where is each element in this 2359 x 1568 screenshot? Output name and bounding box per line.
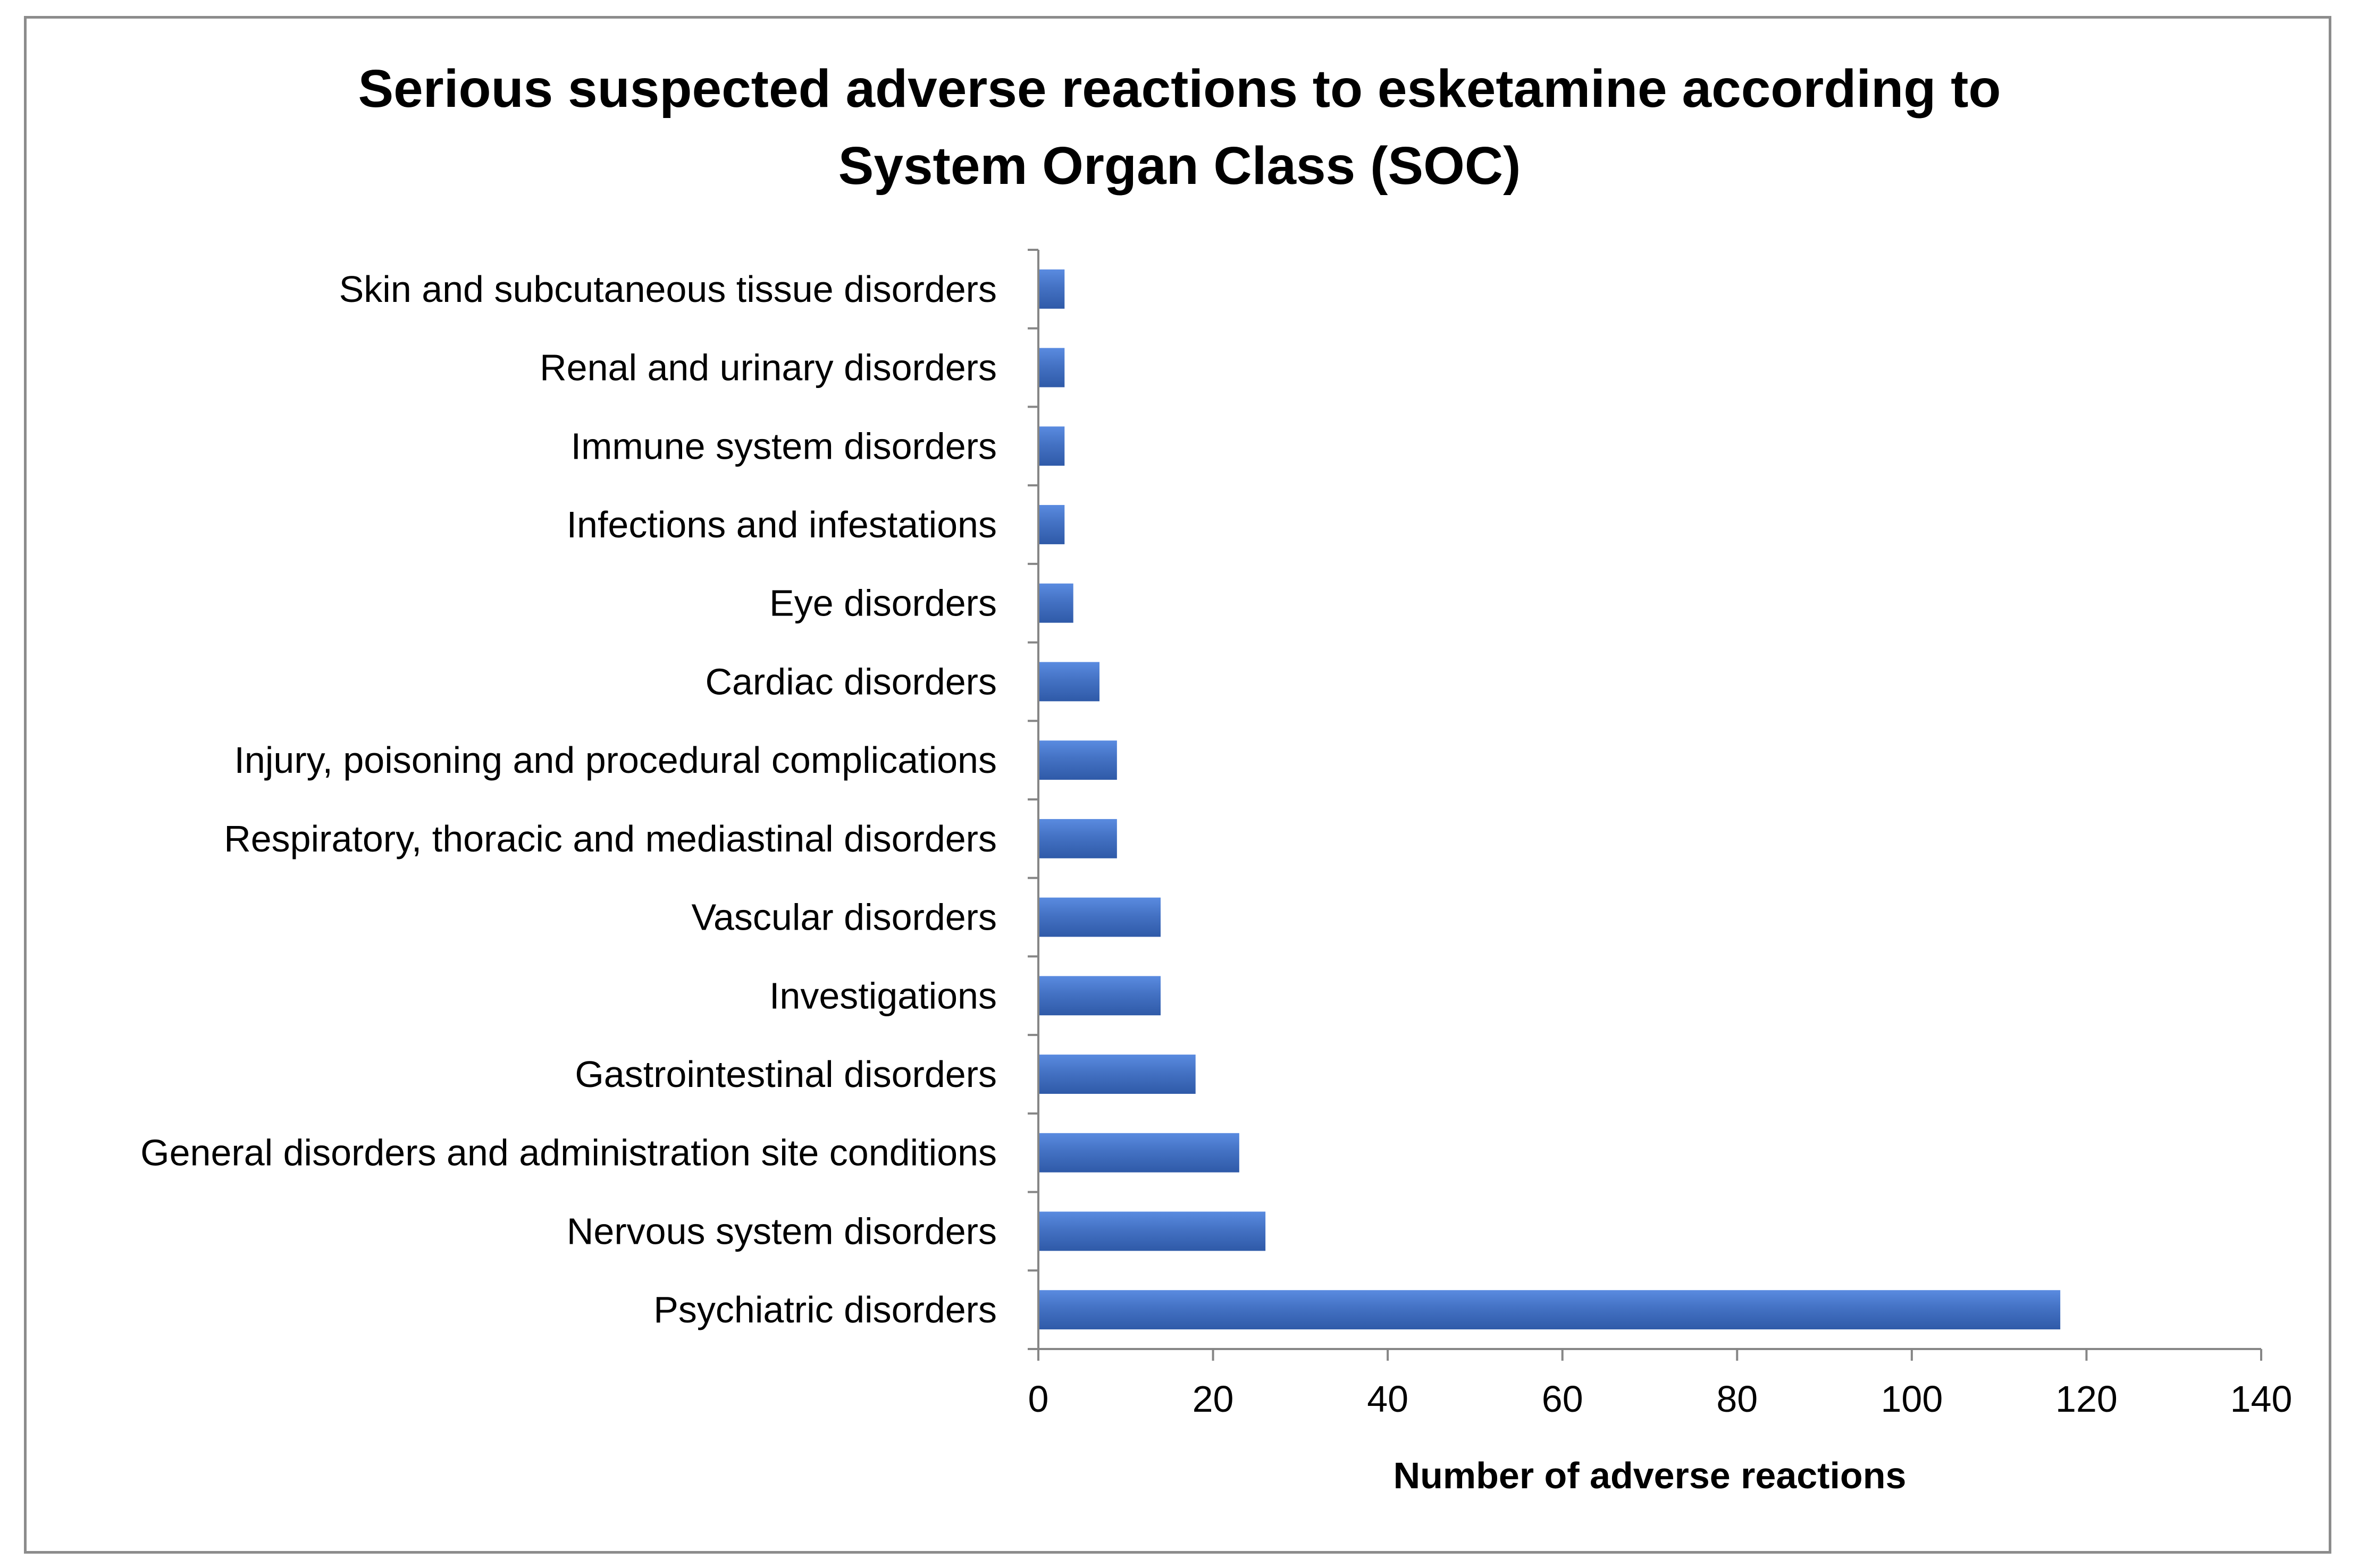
x-tick-label-60: 60 [1542, 1378, 1583, 1420]
bar-6 [1038, 662, 1099, 702]
chart-title-line-2: System Organ Class (SOC) [838, 136, 1521, 196]
category-label-10: Investigations [769, 975, 997, 1016]
x-tick-label-40: 40 [1367, 1378, 1408, 1420]
bar-14 [1038, 1290, 2061, 1330]
bar-9 [1038, 897, 1161, 937]
bar-7 [1038, 740, 1117, 780]
x-tick-label-20: 20 [1193, 1378, 1234, 1420]
category-label-3: Immune system disorders [571, 425, 997, 467]
category-label-7: Injury, poisoning and procedural complic… [234, 739, 997, 781]
category-label-11: Gastrointestinal disorders [575, 1053, 997, 1095]
x-tick-label-140: 140 [2230, 1378, 2293, 1420]
bar-13 [1038, 1211, 1266, 1251]
bar-1 [1038, 269, 1065, 309]
axis-layer [1028, 249, 2262, 1361]
bar-5 [1038, 583, 1073, 623]
bars-layer [1038, 269, 2061, 1330]
category-label-14: Psychiatric disorders [653, 1289, 997, 1330]
category-label-5: Eye disorders [769, 583, 997, 624]
chart-title: Serious suspected adverse reactions to e… [0, 50, 2359, 205]
bar-8 [1038, 819, 1117, 858]
x-tick-label-100: 100 [1881, 1378, 1943, 1420]
labels-layer: Skin and subcutaneous tissue disorders Re… [140, 268, 2292, 1420]
bar-3 [1038, 426, 1065, 466]
bar-11 [1038, 1055, 1196, 1094]
category-label-6: Cardiac disorders [705, 661, 997, 702]
category-label-13: Nervous system disorders [567, 1210, 997, 1252]
bar-12 [1038, 1133, 1239, 1173]
category-label-4: Infections and infestations [567, 504, 997, 545]
category-label-1: Skin and subcutaneous tissue disorders [339, 268, 997, 310]
category-label-8: Respiratory, thoracic and mediastinal di… [224, 818, 997, 859]
x-tick-label-80: 80 [1716, 1378, 1758, 1420]
bar-10 [1038, 976, 1161, 1016]
category-label-12: General disorders and administration sit… [140, 1132, 997, 1174]
category-label-9: Vascular disorders [692, 897, 997, 938]
category-label-2: Renal and urinary disorders [540, 347, 997, 389]
bar-4 [1038, 505, 1065, 544]
x-tick-label-0: 0 [1028, 1378, 1049, 1420]
x-tick-label-120: 120 [2055, 1378, 2118, 1420]
bar-2 [1038, 348, 1065, 387]
chart-title-line-1: Serious suspected adverse reactions to e… [358, 59, 2001, 119]
x-axis-title: Number of adverse reactions [1393, 1455, 1907, 1496]
